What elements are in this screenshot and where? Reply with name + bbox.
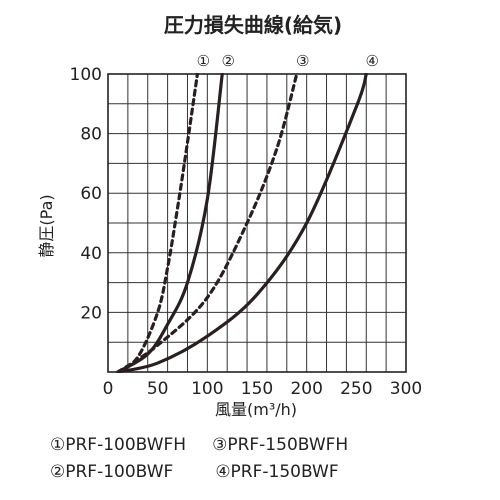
x-axis-label: 風量(m³/h) xyxy=(215,400,297,419)
x-tick-label: 0 xyxy=(103,379,114,399)
curve-marker-3: ③ xyxy=(296,52,309,70)
y-axis-label: 静圧(Pa) xyxy=(37,194,56,257)
curve-prf-100bwfh xyxy=(116,73,199,373)
curve-marker-label: ④ xyxy=(366,52,379,70)
x-tick-label: 50 xyxy=(147,379,169,399)
y-tick-label: 60 xyxy=(80,184,102,204)
curve-marker-2: ② xyxy=(222,52,235,70)
legend-row-1: ①PRF-100BWFH ③PRF-150BWFH xyxy=(50,435,348,455)
chart-title: 圧力損失曲線(給気) xyxy=(164,13,342,37)
x-tick-label: 300 xyxy=(390,379,422,399)
chart-grid xyxy=(107,73,407,373)
x-tick-label: 200 xyxy=(290,379,322,399)
curve-marker-4: ④ xyxy=(366,52,379,70)
chart-curves xyxy=(116,73,368,373)
x-axis-ticks: 0 50 100 150 200 250 300 xyxy=(103,379,423,399)
curve-marker-label: ② xyxy=(222,52,235,70)
curve-marker-1: ① xyxy=(197,52,210,70)
curve-marker-label: ① xyxy=(197,52,210,70)
x-tick-label: 100 xyxy=(191,379,223,399)
curve-prf-150bwf xyxy=(116,73,368,373)
x-tick-label: 250 xyxy=(340,379,372,399)
y-tick-label: 80 xyxy=(80,125,102,145)
curve-prf-150bwfh xyxy=(116,73,299,373)
y-tick-label: 40 xyxy=(80,244,102,264)
legend-item-prf-100bwfh: ①PRF-100BWFH xyxy=(50,435,187,455)
x-tick-label: 150 xyxy=(241,379,273,399)
y-axis-ticks: 20 40 60 80 100 xyxy=(70,65,102,323)
legend-row-2: ②PRF-100BWF ④PRF-150BWF xyxy=(50,462,339,482)
legend-item-prf-150bwf: ④PRF-150BWF xyxy=(215,462,339,482)
curve-marker-label: ③ xyxy=(296,52,309,70)
y-tick-label: 100 xyxy=(70,65,102,85)
legend-item-prf-150bwfh: ③PRF-150BWFH xyxy=(212,435,349,455)
legend-item-prf-100bwf: ②PRF-100BWF xyxy=(50,462,174,482)
plot-frame xyxy=(107,73,407,373)
y-tick-label: 20 xyxy=(80,303,102,323)
